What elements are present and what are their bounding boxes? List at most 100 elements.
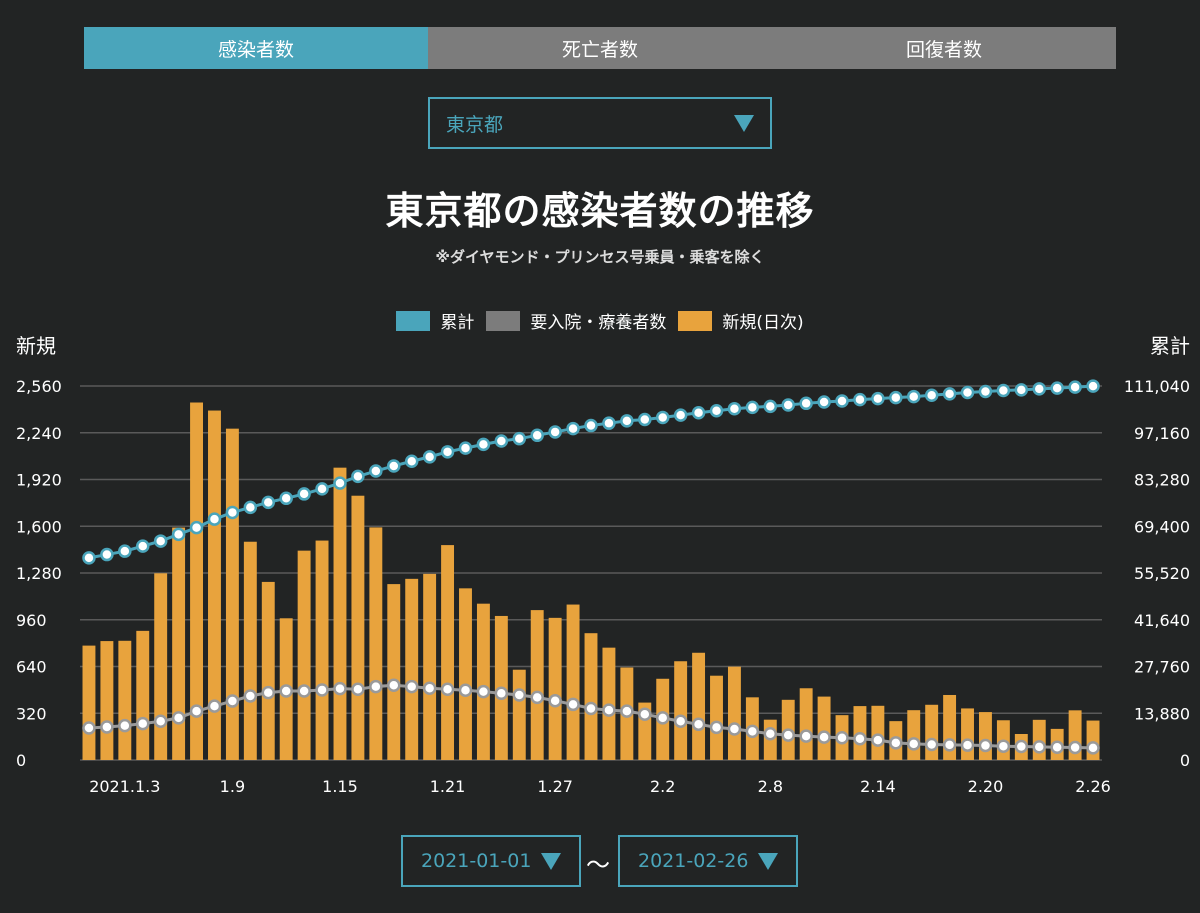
x-tick-label: 2.14 [860, 777, 896, 796]
cumulative-point [136, 539, 150, 553]
hospitalized-point [942, 738, 957, 752]
bar [387, 584, 401, 760]
hospitalized-point [153, 714, 168, 729]
cumulative-point [189, 520, 204, 535]
hospitalized-point [1086, 741, 1100, 755]
cumulative-point [440, 445, 455, 459]
cumulative-point [709, 403, 724, 418]
bar [979, 712, 992, 760]
bar [925, 704, 939, 760]
hospitalized-point [189, 704, 204, 718]
hospitalized-point [763, 726, 778, 741]
date-from-select[interactable]: 2021-01-01 [401, 835, 581, 887]
cumulative-point [835, 394, 849, 408]
hospitalized-point [404, 679, 419, 694]
bar [710, 675, 723, 760]
bar [351, 495, 365, 760]
hospitalized-point [333, 681, 347, 696]
cumulative-point [333, 476, 347, 490]
hospitalized-point [440, 682, 455, 697]
prefecture-select[interactable]: 東京都 [428, 97, 772, 149]
legend-label-hospitalized: 要入院・療養者数 [530, 313, 667, 333]
hospitalized-point [1014, 739, 1029, 754]
hospitalized-point [673, 714, 688, 729]
cumulative-point [1086, 379, 1100, 393]
bar [423, 573, 437, 760]
legend-item-hospitalized[interactable]: 要入院・療養者数 [486, 308, 666, 333]
hospitalized-point [351, 682, 365, 697]
hospitalized-point [996, 739, 1011, 753]
x-tick-label: 2021.1.3 [89, 777, 160, 796]
cumulative-point [476, 437, 491, 452]
legend-item-cumulative[interactable]: 累計 [396, 308, 474, 333]
date-range-separator: 〜 [586, 851, 610, 879]
bar [243, 541, 257, 760]
hospitalized-point [781, 728, 795, 742]
hospitalized-point [100, 720, 114, 734]
bar [476, 603, 490, 760]
hospitalized-point [620, 704, 634, 718]
hospitalized-point [889, 736, 903, 750]
y-right-tick-label: 41,640 [1134, 611, 1190, 630]
bar [530, 610, 544, 760]
date-to-value: 2021-02-26 [638, 850, 749, 872]
bar [1032, 719, 1046, 760]
bar [154, 573, 168, 760]
bar [297, 550, 311, 760]
bar [136, 630, 150, 760]
hospitalized-point [655, 711, 670, 725]
tab-infections[interactable]: 感染者数 [84, 27, 428, 69]
x-tick-label: 1.27 [537, 777, 573, 796]
chart-title: 東京都の感染者数の推移 [385, 189, 815, 233]
legend-item-new[interactable]: 新規(日次) [678, 308, 804, 333]
x-tick-label: 2.20 [968, 777, 1004, 796]
y-right-tick-label: 55,520 [1134, 564, 1190, 583]
bar [871, 705, 885, 760]
y-right-tick-label: 111,040 [1124, 377, 1190, 396]
bar [369, 527, 383, 760]
hospitalized-point [638, 707, 652, 721]
metric-tabs: 感染者数 死亡者数 回復者数 [84, 27, 1116, 69]
date-from-value: 2021-01-01 [421, 850, 532, 872]
bar [261, 581, 275, 760]
y-left-tick-label: 0 [16, 751, 26, 770]
hospitalized-point [548, 693, 562, 708]
legend-label-cumulative: 累計 [440, 313, 475, 333]
hospitalized-point [243, 689, 258, 703]
hospitalized-point [225, 694, 240, 708]
bar [907, 710, 921, 760]
hospitalized-point [136, 716, 150, 731]
cumulative-point [315, 482, 329, 496]
cumulative-point [781, 398, 795, 412]
cumulative-point [494, 434, 509, 448]
bar [315, 540, 329, 760]
cumulative-point [512, 431, 527, 446]
right-axis-title: 累計 [1150, 334, 1190, 358]
hospitalized-point [530, 690, 544, 705]
cumulative-point [458, 441, 473, 455]
hospitalized-point [1032, 740, 1046, 754]
hospitalized-point [602, 703, 616, 717]
cumulative-point [1014, 383, 1029, 397]
date-to-select[interactable]: 2021-02-26 [618, 835, 798, 887]
cumulative-point [655, 410, 670, 425]
hospitalized-point [512, 688, 527, 702]
y-right-tick-label: 83,280 [1134, 471, 1190, 490]
cumulative-point [889, 390, 903, 405]
y-left-tick-label: 2,240 [16, 424, 62, 443]
hospitalized-point [727, 722, 742, 736]
chart-subtitle: ※ダイヤモンド・プリンセス号乗員・乗客を除く [435, 248, 765, 266]
bar [548, 617, 562, 760]
tab-deaths[interactable]: 死亡者数 [428, 27, 772, 69]
legend-swatch-hospitalized [486, 310, 521, 331]
bar [799, 688, 813, 760]
cumulative-point [297, 487, 311, 501]
hospitalized-point [871, 733, 885, 747]
bar [441, 545, 455, 760]
cumulative-point [978, 384, 993, 399]
cumulative-point [763, 399, 778, 414]
cumulative-point [996, 383, 1011, 398]
hospitalized-point [279, 684, 293, 698]
tab-recoveries[interactable]: 回復者数 [772, 27, 1116, 69]
cumulative-point [1050, 381, 1064, 395]
